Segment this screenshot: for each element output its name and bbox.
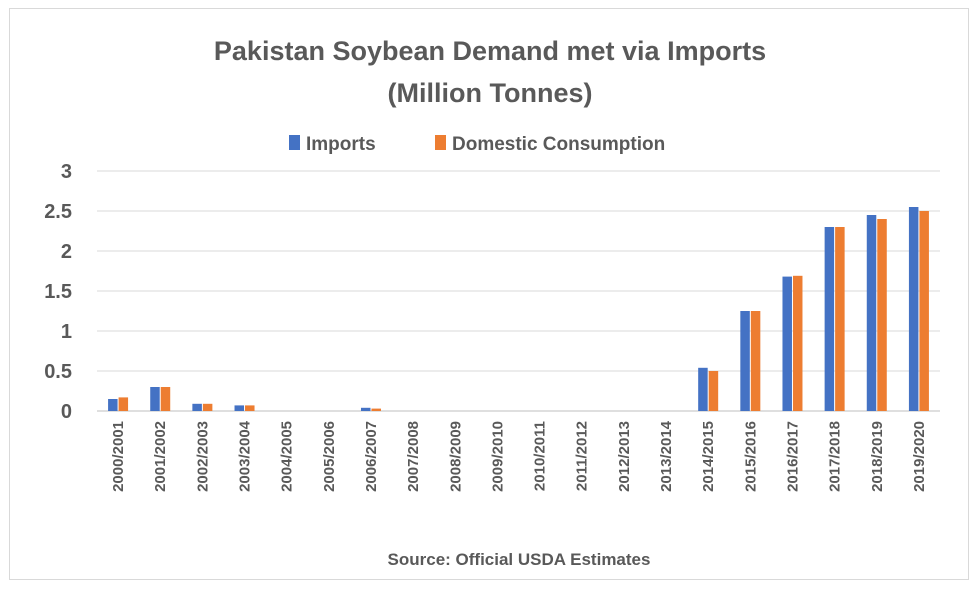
y-tick-label: 3 xyxy=(61,161,72,183)
x-tick-label: 2011/2012 xyxy=(574,421,591,491)
bar-domestic-consumption-2018-2019 xyxy=(877,219,887,411)
x-tick-label: 2007/2008 xyxy=(405,421,422,492)
x-tick-label: 2017/2018 xyxy=(827,421,844,492)
legend-swatch-imports xyxy=(289,135,300,150)
source-note: Source: Official USDA Estimates xyxy=(388,550,651,569)
bar-domestic-consumption-2000-2001 xyxy=(118,397,129,411)
bar-imports-2003-2004 xyxy=(234,405,245,411)
y-tick-label: 2.5 xyxy=(44,201,72,223)
y-tick-label: 1.5 xyxy=(44,281,72,303)
bar-imports-2016-2017 xyxy=(782,276,792,411)
chart-subtitle: (Million Tonnes) xyxy=(387,78,593,108)
bar-imports-2015-2016 xyxy=(740,311,750,411)
x-tick-label: 2019/2020 xyxy=(911,421,928,492)
gridlines xyxy=(97,170,940,412)
legend-label-imports: Imports xyxy=(306,134,376,155)
y-tick-label: 0 xyxy=(61,401,72,423)
bar-imports-2018-2019 xyxy=(866,215,877,411)
bar-imports-2006-2007 xyxy=(360,407,371,411)
bar-imports-2001-2002 xyxy=(150,387,160,411)
x-tick-label: 2009/2010 xyxy=(489,421,506,492)
x-tick-label: 2008/2009 xyxy=(447,421,464,492)
x-tick-label: 2005/2006 xyxy=(321,421,338,492)
legend-swatch-domestic-consumption xyxy=(435,135,446,150)
y-tick-label: 2 xyxy=(61,241,72,263)
bar-domestic-consumption-2017-2018 xyxy=(835,227,845,411)
x-tick-label: 2018/2019 xyxy=(869,421,886,492)
bar-imports-2017-2018 xyxy=(824,227,835,411)
x-tick-label: 2001/2002 xyxy=(152,421,169,492)
bar-domestic-consumption-2006-2007 xyxy=(371,408,381,411)
bar-imports-2014-2015 xyxy=(698,367,708,411)
bar-domestic-consumption-2019-2020 xyxy=(919,211,929,411)
x-tick-label: 2014/2015 xyxy=(700,421,717,492)
bar-domestic-consumption-2001-2002 xyxy=(160,387,171,411)
x-tick-label: 2010/2011 xyxy=(532,421,549,491)
legend: Imports Domestic Consumption xyxy=(289,134,665,155)
legend-label-domestic-consumption: Domestic Consumption xyxy=(452,134,665,155)
x-tick-label: 2003/2004 xyxy=(237,420,254,492)
y-tick-label: 0.5 xyxy=(44,361,72,383)
bar-domestic-consumption-2016-2017 xyxy=(792,275,803,411)
bar-domestic-consumption-2002-2003 xyxy=(202,403,213,411)
bar-domestic-consumption-2003-2004 xyxy=(245,405,255,411)
y-axis-ticks: 0 0.5 1 1.5 2 2.5 3 xyxy=(44,161,72,423)
x-tick-label: 2002/2003 xyxy=(194,421,211,492)
x-tick-label: 2013/2014 xyxy=(658,420,675,492)
x-tick-label: 2006/2007 xyxy=(363,421,380,492)
bar-domestic-consumption-2014-2015 xyxy=(708,371,719,411)
x-tick-label: 2015/2016 xyxy=(742,421,759,492)
bar-domestic-consumption-2015-2016 xyxy=(750,311,761,411)
bar-imports-2002-2003 xyxy=(192,403,202,411)
bar-imports-2019-2020 xyxy=(908,207,919,411)
x-tick-label: 2016/2017 xyxy=(784,421,801,492)
y-tick-label: 1 xyxy=(61,321,72,343)
bars xyxy=(108,207,929,411)
x-axis-ticks: 2000/2001 2001/2002 2002/2003 2003/2004 2004… xyxy=(110,420,928,492)
x-tick-label: 2012/2013 xyxy=(616,421,633,492)
x-tick-label: 2000/2001 xyxy=(110,421,127,492)
chart-frame xyxy=(9,8,969,580)
bar-imports-2000-2001 xyxy=(108,399,118,411)
x-tick-label: 2004/2005 xyxy=(279,421,296,492)
chart-title: Pakistan Soybean Demand met via Imports xyxy=(213,36,767,66)
